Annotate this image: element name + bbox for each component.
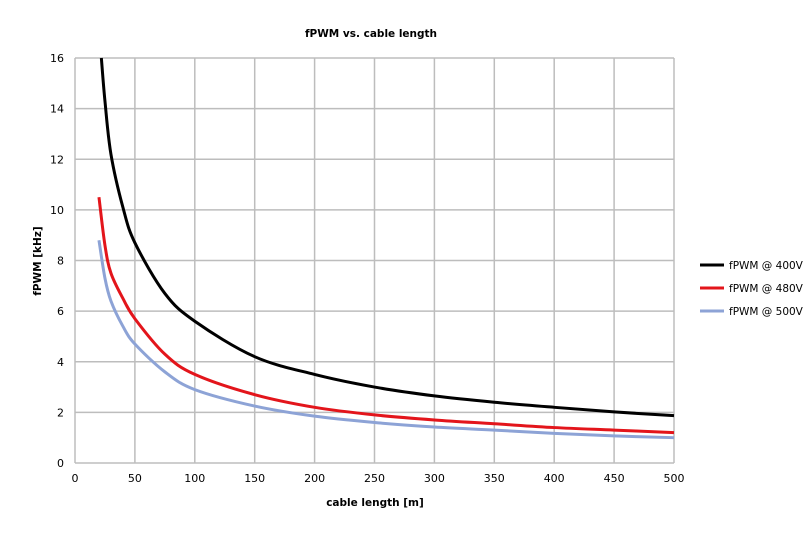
y-tick-label: 4 [57,356,64,369]
y-tick-label: 12 [50,153,64,166]
series-line-2 [97,240,675,440]
x-tick-label: 450 [604,472,625,485]
legend-label: fPWM @ 400V [729,260,804,272]
tick-labels: 0 50 100 150 200 250 300 350 400 450 500 0 2 4 6 8 10 12 1… [50,52,685,485]
y-tick-label: 2 [57,406,64,419]
y-axis-label: fPWM [kHz] [32,226,44,295]
x-tick-label: 500 [664,472,685,485]
series-lines [97,57,675,440]
y-tick-label: 6 [57,305,64,318]
series-line-0 [99,57,675,418]
y-tick-label: 16 [50,52,64,65]
x-tick-label: 0 [72,472,79,485]
y-tick-label: 0 [57,457,64,470]
x-tick-label: 300 [424,472,445,485]
series-line-1 [97,197,675,435]
x-tick-label: 100 [184,472,205,485]
x-tick-label: 150 [244,472,265,485]
legend-label: fPWM @ 480V [729,283,804,295]
chart-title: fPWM vs. cable length [305,28,437,40]
x-tick-label: 400 [544,472,565,485]
x-tick-label: 350 [484,472,505,485]
y-tick-label: 14 [50,103,64,116]
y-tick-label: 8 [57,255,64,268]
legend-label: fPWM @ 500V [729,306,804,318]
x-axis-label: cable length [m] [326,497,424,509]
x-tick-label: 50 [128,472,142,485]
grid [74,57,675,464]
x-tick-label: 200 [304,472,325,485]
y-tick-label: 10 [50,204,64,217]
legend: fPWM @ 400V fPWM @ 480V fPWM @ 500V [700,260,804,318]
x-tick-label: 250 [364,472,385,485]
